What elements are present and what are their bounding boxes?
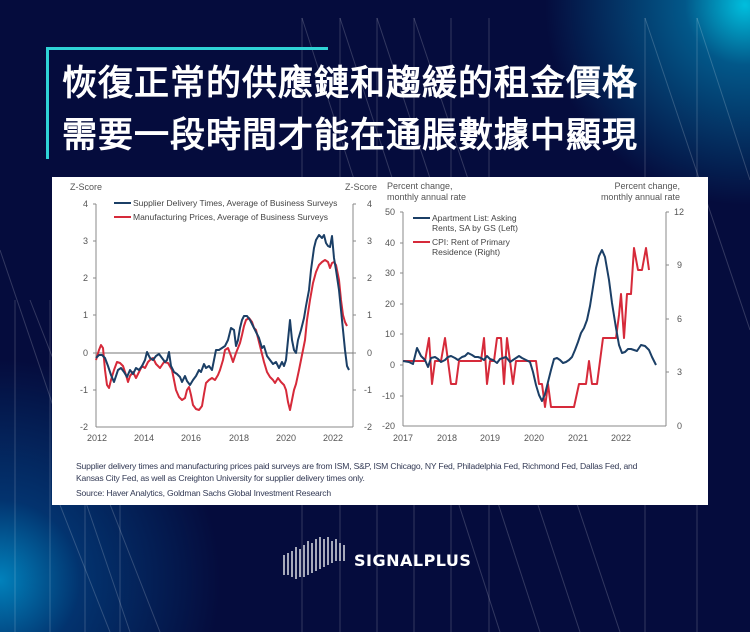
left-chart: Z-Score Z-Score 4 3 2 1 0 -1 -2: [70, 182, 377, 443]
series-manufacturing-prices: [95, 259, 348, 411]
right-chart-right-axis-title: Percent change,: [614, 181, 680, 191]
right-legend-apartment: Apartment List: Asking: [432, 213, 517, 223]
svg-text:-1: -1: [80, 385, 88, 395]
right-chart: Percent change, monthly annual rate Perc…: [382, 181, 684, 443]
right-chart-y-ticks: 50 40 30 20 10 0 -10 -20: [382, 207, 395, 431]
svg-text:40: 40: [385, 238, 395, 248]
left-chart-y-ticks: 4 3 2 1 0 -1 -2: [80, 199, 88, 432]
svg-text:0: 0: [390, 360, 395, 370]
svg-text:-2: -2: [80, 422, 88, 432]
right-legend-cpi: CPI: Rent of Primary: [432, 237, 511, 247]
svg-text:-20: -20: [382, 421, 395, 431]
left-chart-right-axis-title: Z-Score: [345, 182, 377, 192]
svg-text:2: 2: [83, 273, 88, 283]
title-accent-left: [46, 47, 49, 159]
svg-text:2016: 2016: [181, 433, 201, 443]
svg-text:2022: 2022: [323, 433, 343, 443]
left-chart-y2-ticks: 4 3 2 1 0 -1 -2: [364, 199, 372, 432]
svg-text:2014: 2014: [134, 433, 154, 443]
svg-text:0: 0: [677, 421, 682, 431]
svg-text:-2: -2: [364, 422, 372, 432]
brand-name: SIGNALPLUS: [354, 550, 472, 570]
brand-logo: SIGNALPLUS: [282, 535, 471, 585]
left-chart-x-ticks: 2012 2014 2016 2018 2020 2022: [87, 433, 343, 443]
chart-footnote: Supplier delivery times and manufacturin…: [76, 461, 638, 483]
svg-text:9: 9: [677, 260, 682, 270]
right-chart-x-ticks: 2017 2018 2019 2020 2021 2022: [393, 433, 631, 443]
svg-text:2021: 2021: [568, 433, 588, 443]
svg-text:3: 3: [367, 236, 372, 246]
right-chart-y2-ticks: 12 9 6 3 0: [674, 207, 684, 431]
title-accent-top: [46, 47, 328, 50]
title-line-1: 恢復正常的供應鏈和趨緩的租金價格: [62, 64, 639, 104]
svg-text:2017: 2017: [393, 433, 413, 443]
svg-text:4: 4: [367, 199, 372, 209]
svg-text:20: 20: [385, 299, 395, 309]
svg-text:monthly annual rate: monthly annual rate: [387, 192, 466, 202]
series-supplier-delivery: [95, 234, 350, 386]
waveform-icon: [283, 537, 345, 579]
svg-text:50: 50: [385, 207, 395, 217]
series-cpi-rent: [403, 247, 650, 408]
left-legend-supplier: Supplier Delivery Times, Average of Busi…: [133, 198, 337, 208]
svg-text:-1: -1: [364, 385, 372, 395]
svg-text:2022: 2022: [611, 433, 631, 443]
title-line-2: 需要一段時間才能在通脹數據中顯現: [62, 116, 639, 156]
svg-text:2018: 2018: [437, 433, 457, 443]
svg-text:-10: -10: [382, 391, 395, 401]
series-apartment-list: [402, 249, 657, 402]
svg-text:Rents, SA by GS (Left): Rents, SA by GS (Left): [432, 223, 518, 233]
svg-text:0: 0: [367, 348, 372, 358]
svg-text:2020: 2020: [276, 433, 296, 443]
svg-text:2012: 2012: [87, 433, 107, 443]
svg-text:2018: 2018: [229, 433, 249, 443]
chart-source: Source: Haver Analytics, Goldman Sachs G…: [76, 488, 331, 498]
svg-text:3: 3: [677, 367, 682, 377]
svg-text:1: 1: [83, 310, 88, 320]
svg-text:Residence (Right): Residence (Right): [432, 247, 500, 257]
svg-text:12: 12: [674, 207, 684, 217]
svg-text:monthly annual rate: monthly annual rate: [601, 192, 680, 202]
svg-text:1: 1: [367, 310, 372, 320]
svg-text:30: 30: [385, 268, 395, 278]
svg-text:2019: 2019: [480, 433, 500, 443]
svg-text:10: 10: [385, 329, 395, 339]
svg-text:3: 3: [83, 236, 88, 246]
left-chart-left-axis-title: Z-Score: [70, 182, 102, 192]
svg-text:2: 2: [367, 273, 372, 283]
svg-text:2020: 2020: [524, 433, 544, 443]
charts-svg: Z-Score Z-Score 4 3 2 1 0 -1 -2: [70, 181, 684, 443]
chart-card: Z-Score Z-Score 4 3 2 1 0 -1 -2: [52, 177, 708, 505]
page-title: 恢復正常的供應鏈和趨緩的租金價格 需要一段時間才能在通脹數據中顯現: [62, 58, 638, 162]
left-legend-prices: Manufacturing Prices, Average of Busines…: [133, 212, 328, 222]
svg-text:0: 0: [83, 348, 88, 358]
svg-text:6: 6: [677, 314, 682, 324]
svg-text:4: 4: [83, 199, 88, 209]
right-chart-left-axis-title: Percent change,: [387, 181, 453, 191]
